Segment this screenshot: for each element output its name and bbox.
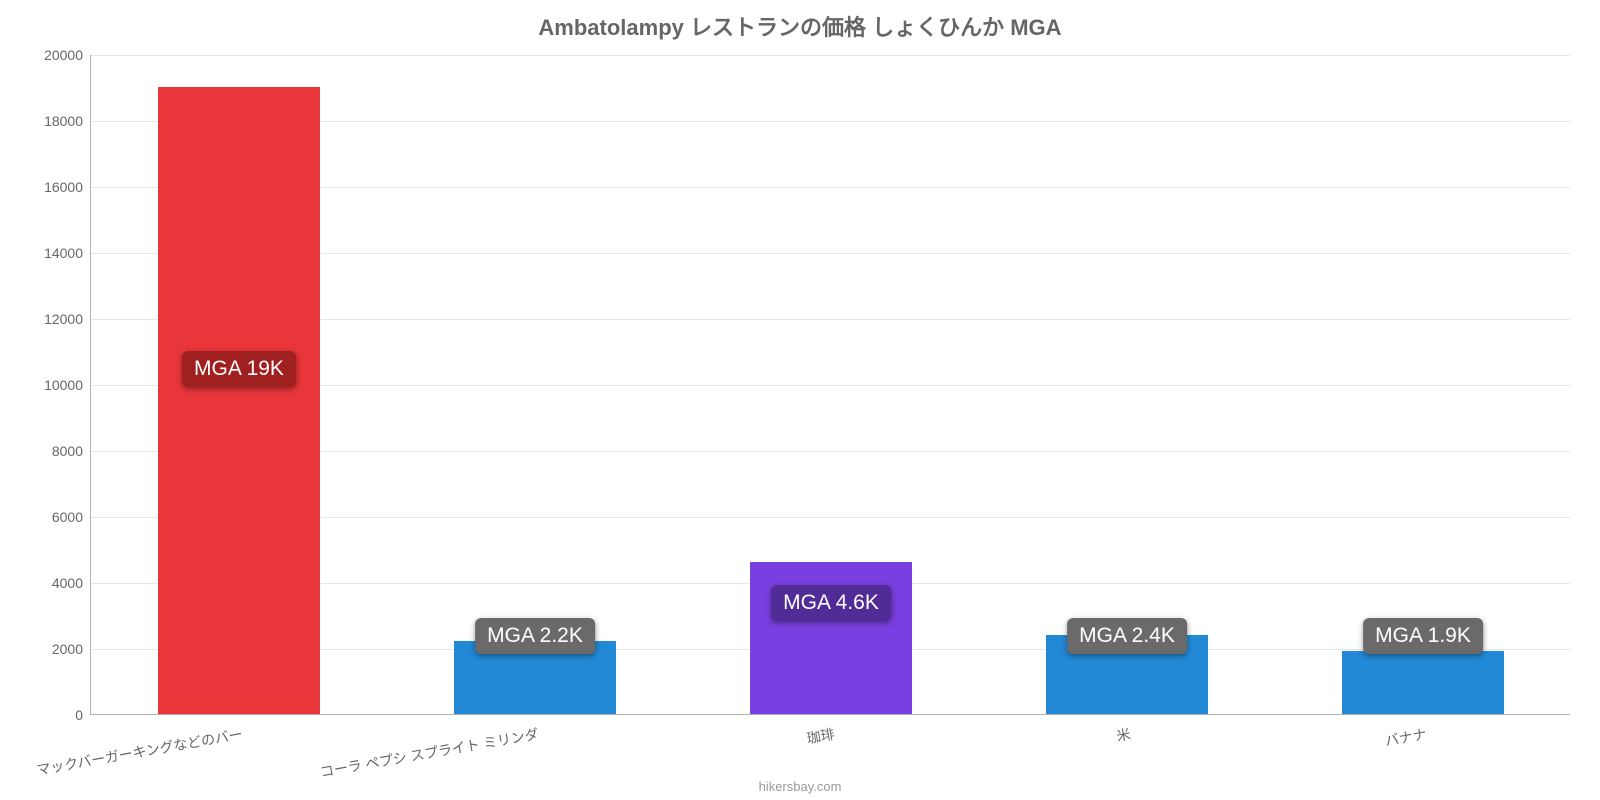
bar: [158, 87, 321, 714]
gridline: [91, 55, 1570, 56]
bar: [1342, 651, 1505, 714]
y-tick-label: 10000: [44, 377, 91, 393]
y-tick-label: 18000: [44, 113, 91, 129]
bar-value-label: MGA 19K: [182, 351, 296, 387]
bar-value-label: MGA 2.2K: [475, 618, 595, 654]
y-tick-label: 16000: [44, 179, 91, 195]
bar-value-label: MGA 1.9K: [1363, 618, 1483, 654]
chart-title: Ambatolampy レストランの価格 しょくひんか MGA: [0, 0, 1600, 42]
x-tick-label: 珈琲: [803, 714, 836, 748]
y-tick-label: 0: [75, 707, 91, 723]
bar-value-label: MGA 4.6K: [771, 585, 891, 621]
x-tick-label: コーラ ペプシ スプライト ミリンダ: [317, 714, 541, 782]
bar-value-label: MGA 2.4K: [1067, 618, 1187, 654]
y-tick-label: 6000: [52, 509, 91, 525]
y-tick-label: 4000: [52, 575, 91, 591]
attribution-text: hikersbay.com: [0, 779, 1600, 794]
y-tick-label: 14000: [44, 245, 91, 261]
y-tick-label: 8000: [52, 443, 91, 459]
x-tick-label: 米: [1113, 714, 1132, 746]
y-tick-label: 20000: [44, 47, 91, 63]
x-tick-label: バナナ: [1382, 714, 1429, 751]
x-tick-label: マックバーガーキングなどのバー: [33, 714, 244, 780]
chart-area: 0200040006000800010000120001400016000180…: [90, 55, 1570, 715]
plot-area: 0200040006000800010000120001400016000180…: [90, 55, 1570, 715]
y-tick-label: 12000: [44, 311, 91, 327]
y-tick-label: 2000: [52, 641, 91, 657]
